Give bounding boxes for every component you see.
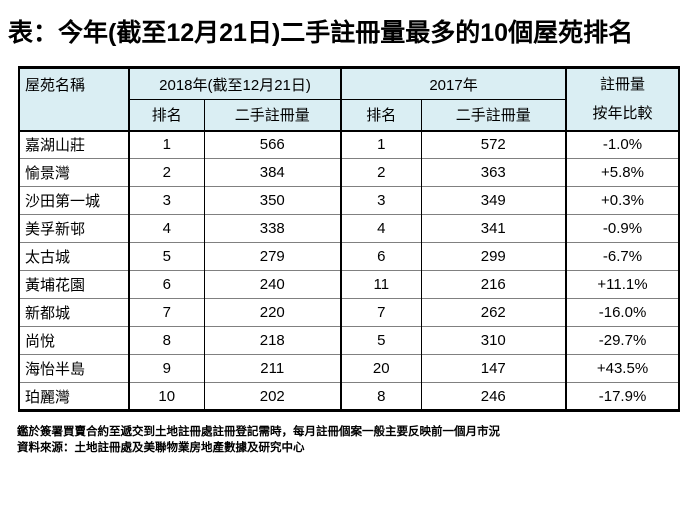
rank-2018: 10	[128, 382, 204, 411]
yoy-change: -6.7%	[565, 242, 680, 271]
volume-2018: 384	[203, 158, 342, 187]
estate-name: 新都城	[19, 298, 129, 327]
header-rank-2017: 排名	[340, 99, 422, 132]
table-row: 珀麗灣 10 202 8 246 -17.9%	[19, 382, 680, 411]
table-row: 愉景灣 2 384 2 363 +5.8%	[19, 158, 680, 187]
volume-2018: 202	[203, 382, 342, 411]
yoy-change: +0.3%	[565, 186, 680, 215]
rank-2017: 5	[340, 326, 422, 355]
volume-2018: 211	[203, 354, 342, 383]
volume-2017: 262	[420, 298, 567, 327]
table-row: 嘉湖山莊 1 566 1 572 -1.0%	[19, 130, 680, 159]
estate-name: 美孚新邨	[19, 214, 129, 243]
estate-name: 海怡半島	[19, 354, 129, 383]
rank-2017: 2	[340, 158, 422, 187]
volume-2018: 279	[203, 242, 342, 271]
table-row: 美孚新邨 4 338 4 341 -0.9%	[19, 214, 680, 243]
volume-2017: 572	[420, 130, 567, 159]
table-row: 尚悅 8 218 5 310 -29.7%	[19, 326, 680, 355]
yoy-change: -17.9%	[565, 382, 680, 411]
volume-2017: 246	[420, 382, 567, 411]
volume-2018: 218	[203, 326, 342, 355]
rank-2018: 5	[128, 242, 204, 271]
yoy-change: -16.0%	[565, 298, 680, 327]
footnotes: 鑑於簽署買賣合約至遞交到土地註冊處註冊登記需時，每月註冊個案一般主要反映前一個月…	[17, 424, 700, 456]
table-row: 沙田第一城 3 350 3 349 +0.3%	[19, 186, 680, 215]
volume-2018: 566	[203, 130, 342, 159]
header-yoy: 註冊量 按年比較	[565, 67, 680, 132]
header-yoy-line1: 註冊量	[600, 76, 646, 94]
table-row: 黃埔花園 6 240 11 216 +11.1%	[19, 270, 680, 299]
table-body: 嘉湖山莊 1 566 1 572 -1.0% 愉景灣 2 384 2 363 +…	[19, 130, 680, 411]
rank-2017: 4	[340, 214, 422, 243]
yoy-change: -29.7%	[565, 326, 680, 355]
rank-2017: 1	[340, 130, 422, 159]
estate-name: 黃埔花園	[19, 270, 129, 299]
rank-2018: 4	[128, 214, 204, 243]
volume-2017: 310	[420, 326, 567, 355]
footnote-source: 資料來源：土地註冊處及美聯物業房地產數據及研究中心	[17, 442, 305, 454]
yoy-change: +11.1%	[565, 270, 680, 299]
table-row: 新都城 7 220 7 262 -16.0%	[19, 298, 680, 327]
volume-2018: 240	[203, 270, 342, 299]
rank-2017: 7	[340, 298, 422, 327]
volume-2018: 338	[203, 214, 342, 243]
header-group-2018: 2018年(截至12月21日)	[127, 67, 342, 100]
table-row: 太古城 5 279 6 299 -6.7%	[19, 242, 680, 271]
footnote-disclaimer: 鑑於簽署買賣合約至遞交到土地註冊處註冊登記需時，每月註冊個案一般主要反映前一個月…	[17, 426, 500, 438]
rank-2018: 7	[128, 298, 204, 327]
estate-name: 沙田第一城	[19, 186, 129, 215]
volume-2018: 220	[203, 298, 342, 327]
header-estate-name: 屋苑名稱	[19, 67, 129, 132]
table-row: 海怡半島 9 211 20 147 +43.5%	[19, 354, 680, 383]
yoy-change: +43.5%	[565, 354, 680, 383]
volume-2017: 216	[420, 270, 567, 299]
header-rank-2018: 排名	[128, 99, 204, 132]
header-volume-2017: 二手註冊量	[420, 99, 567, 132]
estate-name: 太古城	[19, 242, 129, 271]
table-header: 屋苑名稱 2018年(截至12月21日) 2017年 註冊量 按年比較 排名 二…	[19, 67, 680, 132]
volume-2017: 147	[420, 354, 567, 383]
estate-name: 愉景灣	[19, 158, 129, 187]
header-group-2017: 2017年	[340, 67, 567, 100]
volume-2017: 363	[420, 158, 567, 187]
rankings-table: 屋苑名稱 2018年(截至12月21日) 2017年 註冊量 按年比較 排名 二…	[18, 66, 681, 412]
header-yoy-line2: 按年比較	[592, 105, 653, 123]
estate-name: 珀麗灣	[19, 382, 129, 411]
estate-name: 嘉湖山莊	[19, 130, 129, 159]
rank-2018: 6	[128, 270, 204, 299]
volume-2017: 349	[420, 186, 567, 215]
rank-2018: 8	[128, 326, 204, 355]
rank-2017: 20	[340, 354, 422, 383]
yoy-change: -1.0%	[565, 130, 680, 159]
rank-2017: 8	[340, 382, 422, 411]
rank-2018: 1	[128, 130, 204, 159]
volume-2017: 299	[420, 242, 567, 271]
rank-2018: 3	[128, 186, 204, 215]
rank-2017: 6	[340, 242, 422, 271]
volume-2018: 350	[203, 186, 342, 215]
rank-2017: 3	[340, 186, 422, 215]
yoy-change: -0.9%	[565, 214, 680, 243]
rank-2017: 11	[340, 270, 422, 299]
page-title: 表：今年(截至12月21日)二手註冊量最多的10個屋苑排名	[8, 19, 634, 47]
rank-2018: 2	[128, 158, 204, 187]
volume-2017: 341	[420, 214, 567, 243]
header-volume-2018: 二手註冊量	[203, 99, 342, 132]
rank-2018: 9	[128, 354, 204, 383]
yoy-change: +5.8%	[565, 158, 680, 187]
estate-name: 尚悅	[19, 326, 129, 355]
